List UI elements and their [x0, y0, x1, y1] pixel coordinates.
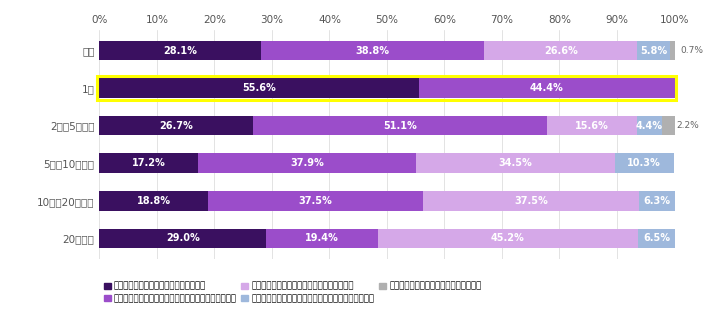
Bar [253, 116, 547, 135]
Text: 45.2%: 45.2% [491, 233, 525, 243]
Text: 26.7%: 26.7% [159, 121, 193, 131]
Text: 44.4%: 44.4% [530, 83, 564, 93]
Bar [615, 153, 674, 173]
Text: 29.0%: 29.0% [166, 233, 200, 243]
Bar [637, 116, 662, 135]
Text: 28.1%: 28.1% [163, 45, 197, 55]
Bar [419, 78, 674, 98]
Bar [423, 191, 639, 210]
Bar [639, 191, 675, 210]
Text: 55.6%: 55.6% [242, 83, 276, 93]
Bar [266, 228, 378, 248]
Text: 38.8%: 38.8% [356, 45, 390, 55]
Text: 0.7%: 0.7% [680, 46, 703, 55]
Bar [99, 191, 207, 210]
Bar [484, 41, 637, 60]
Bar [198, 153, 416, 173]
Bar [416, 153, 615, 173]
Bar [99, 78, 419, 98]
Text: 4.4%: 4.4% [635, 121, 662, 131]
Text: 37.5%: 37.5% [298, 196, 332, 206]
Bar [638, 228, 675, 248]
Bar [261, 41, 484, 60]
Bar [99, 153, 198, 173]
Text: 2.2%: 2.2% [676, 121, 699, 130]
Text: 51.1%: 51.1% [383, 121, 417, 131]
Text: 6.3%: 6.3% [643, 196, 670, 206]
Text: 34.5%: 34.5% [498, 158, 532, 168]
Bar [662, 116, 674, 135]
Text: 19.4%: 19.4% [305, 233, 339, 243]
Text: 15.6%: 15.6% [575, 121, 608, 131]
Bar [547, 116, 637, 135]
Bar [99, 228, 266, 248]
Bar [99, 116, 253, 135]
Legend: 予防法務としての業務しか行っていない, ほとんど予防法務だが、戦略法務としての業務もある, 予防法務と戦略法務は同じくらいの業務割合, ほとんど戦略法務だが、予: 予防法務としての業務しか行っていない, ほとんど予防法務だが、戦略法務としての業… [104, 282, 481, 303]
Text: 10.3%: 10.3% [628, 158, 661, 168]
Text: 18.8%: 18.8% [136, 196, 170, 206]
Bar [378, 228, 638, 248]
Text: 17.2%: 17.2% [132, 158, 165, 168]
Text: 37.9%: 37.9% [290, 158, 324, 168]
Bar [99, 41, 261, 60]
Text: 26.6%: 26.6% [544, 45, 577, 55]
Text: 37.5%: 37.5% [514, 196, 548, 206]
Text: 5.8%: 5.8% [640, 45, 667, 55]
Bar [637, 41, 670, 60]
Bar [207, 191, 423, 210]
Text: 6.5%: 6.5% [643, 233, 670, 243]
Bar [670, 41, 674, 60]
